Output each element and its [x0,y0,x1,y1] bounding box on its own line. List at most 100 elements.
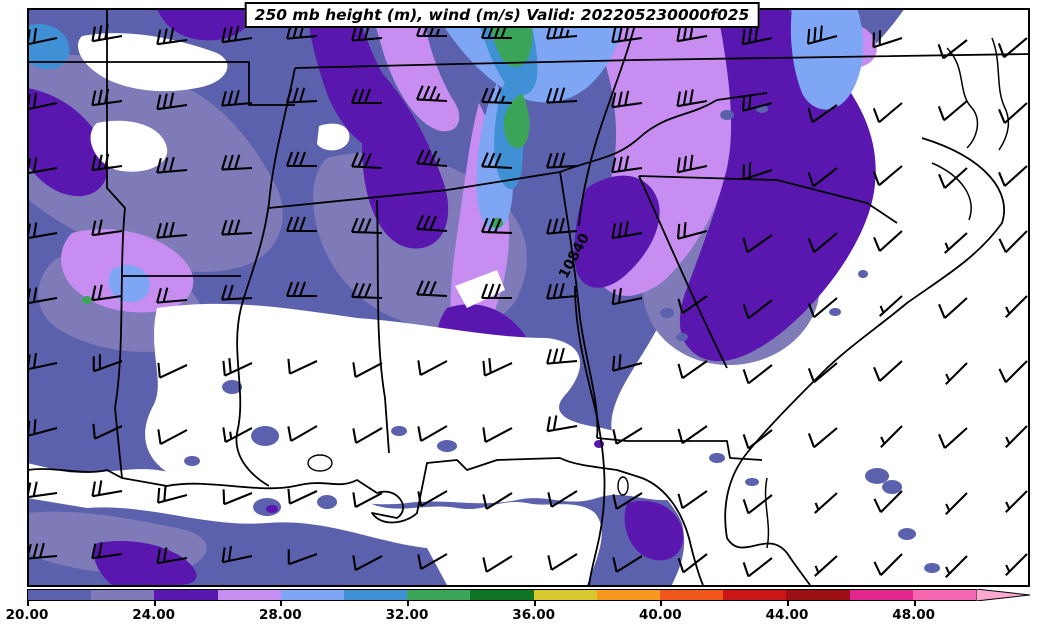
colorbar-extend-triangle [976,589,1031,601]
wind-barb-icon [546,22,578,40]
colorbar-segment [91,590,155,600]
wind-barb-icon [873,490,903,513]
map-title: 250 mb height (m), wind (m/s) Valid: 202… [254,6,750,24]
colorbar-tick-label: 24.00 [132,607,175,623]
colorbar-segment [28,590,92,600]
wind-barb-icon [351,282,383,300]
wind-barb-icon [807,104,838,124]
wind-barb-icon [481,23,512,40]
fill-region-white [965,328,990,346]
colorbar [27,589,1031,601]
wind-barb-icon [611,90,643,109]
colorbar-segment [723,590,787,600]
wind-barb-icon [807,232,838,254]
colorbar-segment [217,590,281,600]
wind-barb-icon [156,486,188,504]
fill-region-slate [709,453,726,463]
map-boundary-line [27,457,704,586]
wind-barb-icon [873,230,903,252]
colorbar-segment [596,590,661,600]
wind-barb-icon [352,492,383,509]
colorbar-segment [660,590,724,600]
map-canvas: 10840 [27,8,1030,587]
lake-outline [617,476,629,496]
wind-barb-icon [92,354,123,373]
height-contour-line [578,8,640,227]
wind-barb-icon [351,217,383,235]
wind-barb-icon [546,282,578,300]
colorbar-segments [27,589,977,601]
wind-barb-icon [611,288,643,306]
wind-barb-icon [814,555,838,577]
colorbar-segment [407,590,471,600]
colorbar-extend-arrow-icon [976,589,1031,601]
wind-barb-icon [482,555,513,573]
map-boundary-line [764,477,770,549]
colorbar-segment [280,590,345,600]
colorbar-tick-mark [787,601,789,606]
colorbar-tick-mark [660,601,663,606]
height-contour-layer [574,8,640,586]
wind-barb-icon [416,214,448,233]
wind-barb-icon [221,154,253,171]
map-boundary-line [559,171,599,439]
wind-barb-icon [352,427,383,444]
wind-barb-icon [91,219,123,237]
fill-region-slate [437,440,458,452]
wind-barb-icon [287,358,318,375]
wind-barb-icon [221,25,253,44]
wind-barb-icon [611,354,643,372]
map-plot-area: 10840 [27,8,1030,587]
fill-region-slate [184,456,201,466]
wind-barb-icon [416,21,447,38]
wind-barb-icon [157,362,188,379]
wind-barb-icon [998,360,1028,383]
colorbar-tick-label: 36.00 [512,607,555,623]
wind-barb-icon [482,492,513,510]
colorbar-tick-mark [153,601,156,606]
fill-region-slate [924,563,941,573]
wind-barb-icon [546,87,578,104]
wind-barb-icon [287,425,318,442]
wind-barb-icon [221,219,253,236]
wind-barb-icon [547,553,578,571]
wind-barb-icon [807,362,838,384]
wind-barb-icon [221,546,253,564]
wind-barb-icon [92,423,123,440]
wind-barb-icon [676,222,708,240]
wind-barb-icon [352,555,383,572]
wind-barb-icon [742,299,773,320]
map-boundary-line [638,175,898,224]
map-title-box: 250 mb height (m), wind (m/s) Valid: 202… [244,2,760,28]
fill-region-slate [676,333,689,341]
fill-region-slate [317,495,338,509]
fill-region-slate [898,528,917,540]
wind-barb-icon [416,280,448,298]
lake-outline [307,454,333,472]
wind-barb-icon [417,425,448,442]
wind-barb-icon [156,27,188,46]
wind-barb-icon [814,492,838,514]
wind-barb-icon [482,358,513,377]
wind-barb-icon [742,494,773,515]
wind-barb-icon [741,26,773,46]
wind-barb-icon [807,427,838,449]
wind-barb-icon [352,362,383,379]
fill-region-white [455,270,505,308]
wind-barb-icon [287,549,318,566]
wind-barb-icon [677,295,708,315]
wind-barb-icon [156,156,188,174]
wind-barb-icon [676,154,708,174]
fill-region-green [503,93,530,149]
colorbar-segment [849,590,913,600]
map-boundary-line [991,37,1010,151]
wind-barb-icon [546,347,578,365]
wind-barb-icon [612,492,643,510]
wind-barb-icon [998,165,1028,187]
colorbar-tick-mark [913,601,916,606]
wind-barb-icon [806,25,838,45]
wind-barb-icon [938,167,968,189]
wind-barb-icon [547,490,578,508]
colorbar-tick-mark [533,601,536,606]
